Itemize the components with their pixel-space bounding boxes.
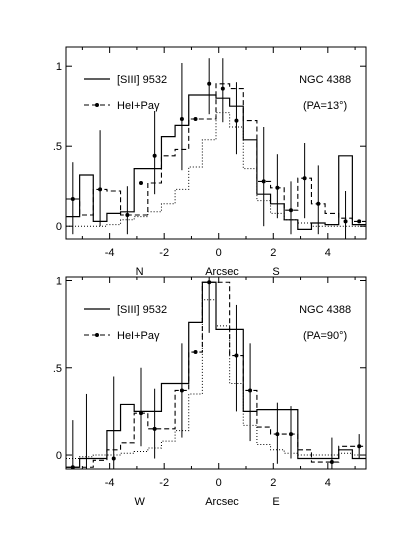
- data-point: [193, 117, 198, 121]
- data-point: [207, 280, 212, 285]
- x-axis-label-right: E: [272, 496, 279, 508]
- data-point: [220, 86, 225, 91]
- data-point: [152, 426, 157, 431]
- data-point: [179, 117, 184, 121]
- plot-frame: [65, 276, 367, 470]
- data-point: [70, 465, 75, 469]
- x-axis-label-right: S: [272, 266, 279, 278]
- y-tick-label: .5: [53, 363, 62, 375]
- data-point: [289, 208, 293, 213]
- series-dashed-line: [66, 281, 366, 468]
- x-tick-label: -2: [159, 477, 169, 489]
- position-angle: (PA=90°): [303, 330, 347, 342]
- data-point: [261, 179, 266, 184]
- data-point: [275, 432, 280, 437]
- panel-bottom: -4 -2 0 2 4 0 .5 1 Arcsec W E NGC 4388 (PA=90°) [SIII…: [53, 275, 367, 508]
- data-point: [357, 219, 362, 224]
- series-dashed-line: [66, 83, 366, 222]
- x-tick-label: 4: [325, 247, 331, 259]
- x-axis-label-left: W: [134, 496, 145, 508]
- y-tick-label: 0: [56, 221, 62, 233]
- x-tick-label: 2: [270, 477, 276, 489]
- data-point: [289, 432, 293, 437]
- data-point: [98, 187, 103, 192]
- data-point: [70, 197, 75, 201]
- y-tick-label: 1: [56, 61, 62, 73]
- data-point: [234, 118, 239, 123]
- x-tick-label: 2: [270, 247, 276, 259]
- galaxy-name: NGC 4388: [299, 74, 351, 86]
- y-tick-label: 1: [56, 275, 62, 287]
- series-solid-line: [66, 94, 366, 230]
- y-tick-label: .5: [53, 141, 62, 153]
- legend-label: HeI+Paγ: [117, 100, 160, 112]
- x-axis-label: Arcsec: [205, 496, 239, 508]
- x-tick-label: 0: [216, 477, 222, 489]
- legend-label: [SIII] 9532: [117, 74, 167, 86]
- data-point: [357, 444, 362, 449]
- x-tick-label: 4: [325, 477, 331, 489]
- galaxy-name: NGC 4388: [299, 304, 351, 316]
- panel-top: -4 -2 0 2 4 0 .5 1 Arcsec N S NGC 4388 (PA=13°) [SIII…: [53, 46, 367, 278]
- plot-frame: [65, 46, 367, 240]
- data-point: [316, 201, 321, 206]
- data-point: [302, 176, 307, 181]
- y-tick-label: 0: [56, 450, 62, 462]
- data-point: [343, 219, 348, 224]
- data-point: [234, 353, 239, 358]
- series-dotted-line: [66, 112, 366, 227]
- data-point: [207, 81, 212, 86]
- plot-area: [66, 277, 366, 469]
- position-angle: (PA=13°): [303, 100, 347, 112]
- x-tick-label: -4: [105, 247, 115, 259]
- data-point: [139, 411, 143, 416]
- data-point: [152, 153, 157, 158]
- data-point: [139, 181, 143, 185]
- data-point: [179, 388, 184, 393]
- x-tick-label: -4: [105, 477, 115, 489]
- data-point: [248, 388, 253, 393]
- x-tick-label: -2: [159, 247, 169, 259]
- data-point: [329, 460, 334, 465]
- x-tick-label: 0: [216, 247, 222, 259]
- x-axis-label: Arcsec: [205, 266, 239, 278]
- legend-label: [SIII] 9532: [117, 304, 167, 316]
- legend-marker: [95, 333, 99, 337]
- x-axis-label-left: N: [136, 266, 144, 278]
- data-point: [111, 456, 116, 461]
- legend-marker: [95, 103, 99, 107]
- data-point: [193, 350, 198, 355]
- data-point: [125, 213, 130, 217]
- data-point: [275, 185, 280, 190]
- legend-label: HeI+Paγ: [117, 330, 160, 342]
- plot-area: [66, 58, 366, 239]
